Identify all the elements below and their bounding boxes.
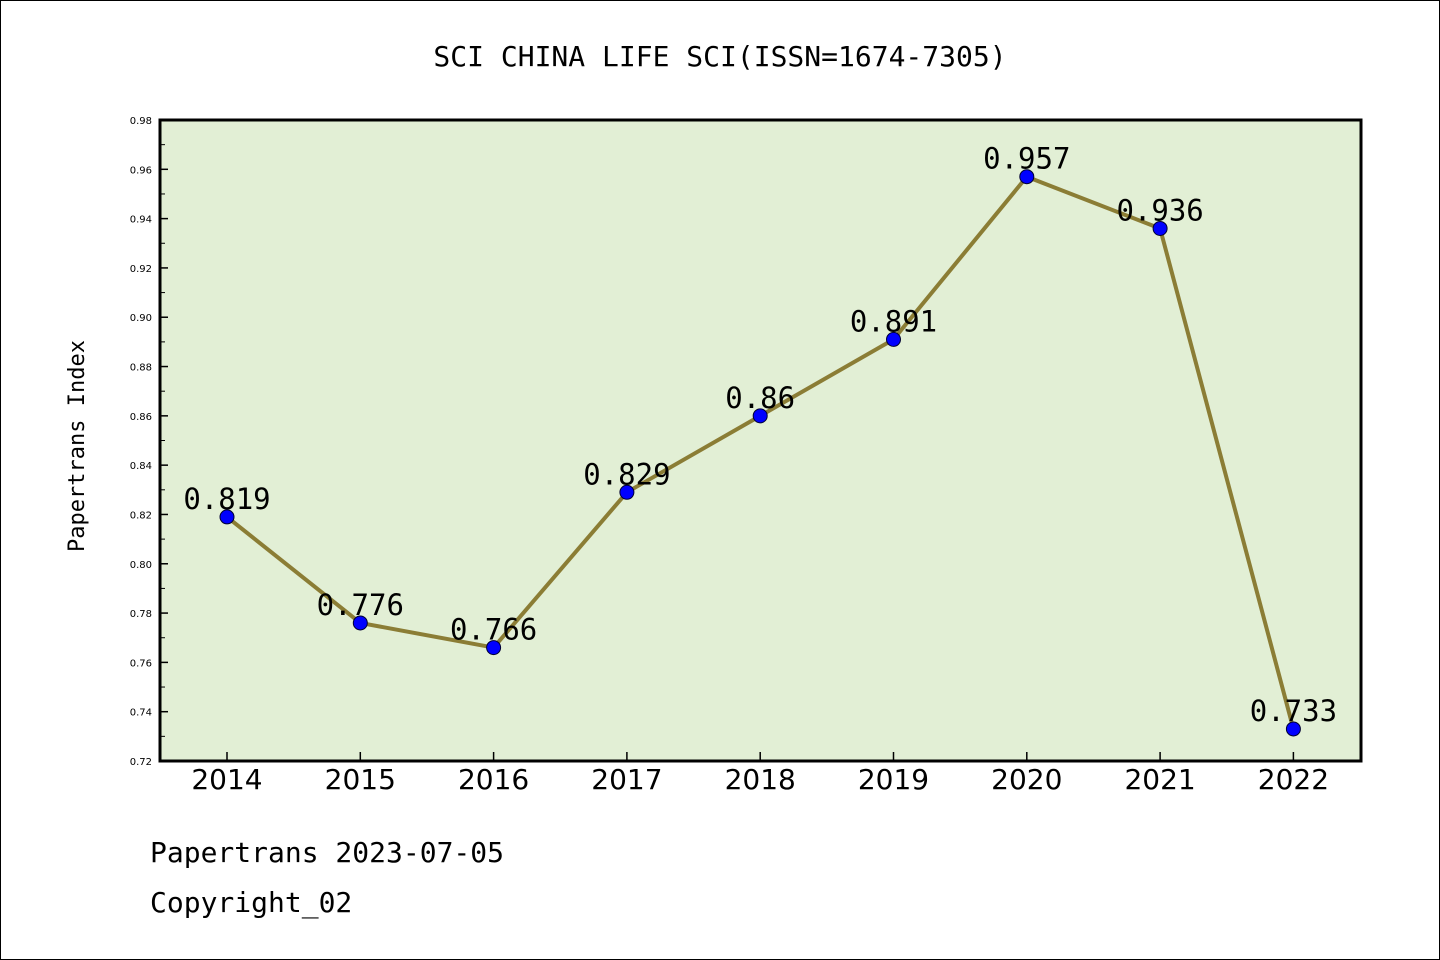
- data-labels-group: 0.819 0.776 0.766 0.829 0.86 0.891 0.957 0.936 0…: [183, 142, 1337, 728]
- y-tick-label: 0.80: [130, 560, 152, 571]
- data-label-2015: 0.776: [317, 588, 404, 622]
- y-tick-label: 0.82: [130, 510, 152, 521]
- y-tick-label: 0.74: [130, 708, 152, 719]
- data-point-2014: [219, 509, 235, 525]
- x-tick-label: 2020: [991, 763, 1062, 796]
- y-tick-label: 0.78: [130, 609, 152, 620]
- data-point-2019: [886, 331, 901, 347]
- data-label-2017: 0.829: [583, 457, 670, 491]
- y-tick-label: 0.72: [130, 757, 152, 768]
- series-group: [219, 169, 1301, 737]
- chart-title: SCI CHINA LIFE SCI(ISSN=1674-7305): [433, 40, 1006, 73]
- y-axis-label: Papertrans Index: [65, 340, 90, 552]
- y-axis: 0.72 0.74 0.76 0.78 0.80 0.82 0.84 0.86 0.88 0.90…: [130, 116, 168, 768]
- data-point-2020: [1019, 169, 1035, 185]
- y-tick-label: 0.90: [130, 313, 152, 324]
- x-tick-label: 2014: [191, 763, 262, 796]
- data-point-2016: [486, 640, 502, 656]
- x-tick-label: 2016: [458, 763, 529, 796]
- data-point-2018: [752, 408, 768, 424]
- x-tick-label: 2015: [325, 763, 396, 796]
- data-label-2018: 0.86: [725, 381, 795, 415]
- x-tick-label: 2021: [1124, 763, 1195, 796]
- y-tick-label: 0.98: [130, 116, 152, 127]
- x-tick-label: 2019: [858, 763, 929, 796]
- data-label-2019: 0.891: [850, 304, 937, 338]
- data-point-2017: [619, 484, 635, 500]
- x-tick-label: 2022: [1258, 763, 1329, 796]
- y-tick-label: 0.84: [130, 461, 152, 472]
- data-label-2020: 0.957: [983, 142, 1070, 176]
- footer-copyright: Copyright_02: [150, 886, 353, 919]
- y-tick-label: 0.92: [130, 264, 152, 275]
- y-tick-label: 0.86: [130, 412, 152, 423]
- data-label-2016: 0.766: [450, 613, 537, 647]
- data-point-2021: [1152, 220, 1168, 236]
- data-label-2014: 0.819: [183, 482, 270, 516]
- footer-source: Papertrans 2023-07-05: [150, 836, 505, 869]
- y-tick-label: 0.76: [130, 658, 152, 669]
- data-label-2022: 0.733: [1250, 694, 1337, 728]
- data-label-2021: 0.936: [1116, 193, 1203, 227]
- y-tick-label: 0.96: [130, 165, 152, 176]
- x-tick-label: 2018: [725, 763, 796, 796]
- data-point-2015: [352, 615, 368, 631]
- data-point-2022: [1285, 721, 1301, 737]
- y-tick-label: 0.94: [130, 215, 152, 226]
- y-tick-label: 0.88: [130, 363, 152, 374]
- x-axis: 2014 2015 2016 2017 2018 2019 2020 2021 2022: [191, 752, 1329, 796]
- x-tick-label: 2017: [591, 763, 662, 796]
